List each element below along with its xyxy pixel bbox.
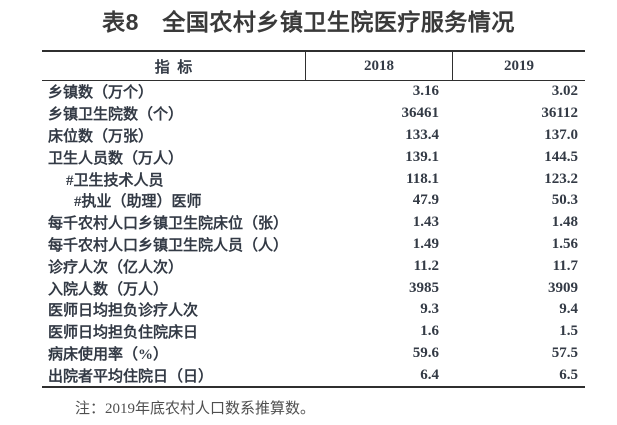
row-label: 卫生人员数（万人） [48, 150, 184, 167]
row-value-2019: 1.48 [551, 214, 578, 231]
row-value-2018: 59.6 [412, 344, 439, 361]
row-value-2019: 137.0 [544, 126, 578, 143]
table-row: 每千农村人口乡镇卫生院床位（张） 1.43 1.48 [42, 212, 585, 234]
table-row: 出院者平均住院日（日） 6.4 6.5 [42, 364, 585, 386]
row-value-2019: 6.5 [559, 366, 578, 383]
row-value-2018: 11.2 [413, 257, 439, 274]
table-title: 表8 全国农村乡镇卫生院医疗服务情况 [102, 9, 515, 35]
table-row: 医师日均担负诊疗人次 9.3 9.4 [42, 299, 585, 321]
table-body: 乡镇数（万个） 3.16 3.02 乡镇卫生院数（个） 36461 36112 … [42, 81, 585, 386]
table-row: 卫生人员数（万人） 139.1 144.5 [42, 146, 585, 168]
table-row: 乡镇卫生院数（个） 36461 36112 [42, 103, 585, 125]
table-row: #执业（助理）医师 47.9 50.3 [42, 190, 585, 212]
table-row: 每千农村人口乡镇卫生院人员（人） 1.49 1.56 [42, 234, 585, 256]
table-row: 床位数（万张） 133.4 137.0 [42, 125, 585, 147]
row-value-2019: 50.3 [551, 192, 578, 209]
row-value-2018: 118.1 [406, 170, 439, 187]
row-value-2018: 133.4 [405, 126, 439, 143]
row-value-2019: 3.02 [551, 83, 578, 100]
header-indicator: 指 标 [154, 59, 193, 76]
row-value-2018: 1.43 [412, 214, 439, 231]
row-value-2019: 57.5 [551, 344, 578, 361]
row-value-2019: 1.56 [551, 235, 578, 252]
row-value-2019: 3909 [548, 279, 578, 296]
row-label: 医师日均担负住院床日 [48, 325, 199, 342]
row-value-2019: 144.5 [544, 148, 578, 165]
row-value-2018: 1.6 [420, 323, 439, 340]
table-row: 病床使用率（%） 59.6 57.5 [42, 343, 585, 365]
row-label: 每千农村人口乡镇卫生院床位（张） [48, 216, 289, 233]
data-table: 指 标 2018 2019 乡镇数（万个） 3.16 3.02 乡镇卫生院数（个… [42, 50, 585, 389]
table-header-row: 指 标 2018 2019 [42, 52, 585, 81]
row-value-2018: 1.49 [412, 235, 439, 252]
row-label: 乡镇数（万个） [48, 85, 154, 102]
header-year-2018: 2018 [305, 52, 452, 80]
row-label: 病床使用率（%） [48, 346, 169, 363]
header-year-2019: 2019 [452, 52, 585, 80]
row-label: 床位数（万张） [48, 128, 154, 145]
row-value-2018: 9.3 [420, 301, 439, 318]
table-row: 诊疗人次（亿人次） 11.2 11.7 [42, 255, 585, 277]
table-row: 医师日均担负住院床日 1.6 1.5 [42, 321, 585, 343]
row-label: 诊疗人次（亿人次） [48, 259, 184, 276]
row-label: 出院者平均住院日（日） [48, 368, 214, 385]
row-label: 每千农村人口乡镇卫生院人员（人） [48, 237, 289, 254]
row-value-2018: 3985 [409, 279, 439, 296]
row-value-2019: 1.5 [559, 323, 578, 340]
row-label: 入院人数（万人） [48, 281, 169, 298]
row-value-2018: 36461 [401, 105, 440, 122]
row-label: #执业（助理）医师 [74, 194, 202, 211]
row-value-2019: 11.7 [552, 257, 578, 274]
row-value-2018: 3.16 [412, 83, 439, 100]
row-value-2018: 6.4 [420, 366, 439, 383]
row-value-2018: 47.9 [412, 192, 439, 209]
table-row: #卫生技术人员 118.1 123.2 [42, 168, 585, 190]
row-label: #卫生技术人员 [66, 172, 164, 189]
row-label: 医师日均担负诊疗人次 [48, 303, 199, 320]
row-value-2018: 139.1 [405, 148, 439, 165]
row-value-2019: 36112 [541, 105, 578, 122]
table-row: 入院人数（万人） 3985 3909 [42, 277, 585, 299]
table-footnote: 注：2019年底农村人口数系推算数。 [75, 401, 316, 417]
table-row: 乡镇数（万个） 3.16 3.02 [42, 81, 585, 103]
row-value-2019: 123.2 [544, 170, 578, 187]
row-value-2019: 9.4 [559, 301, 578, 318]
row-label: 乡镇卫生院数（个） [48, 107, 184, 124]
